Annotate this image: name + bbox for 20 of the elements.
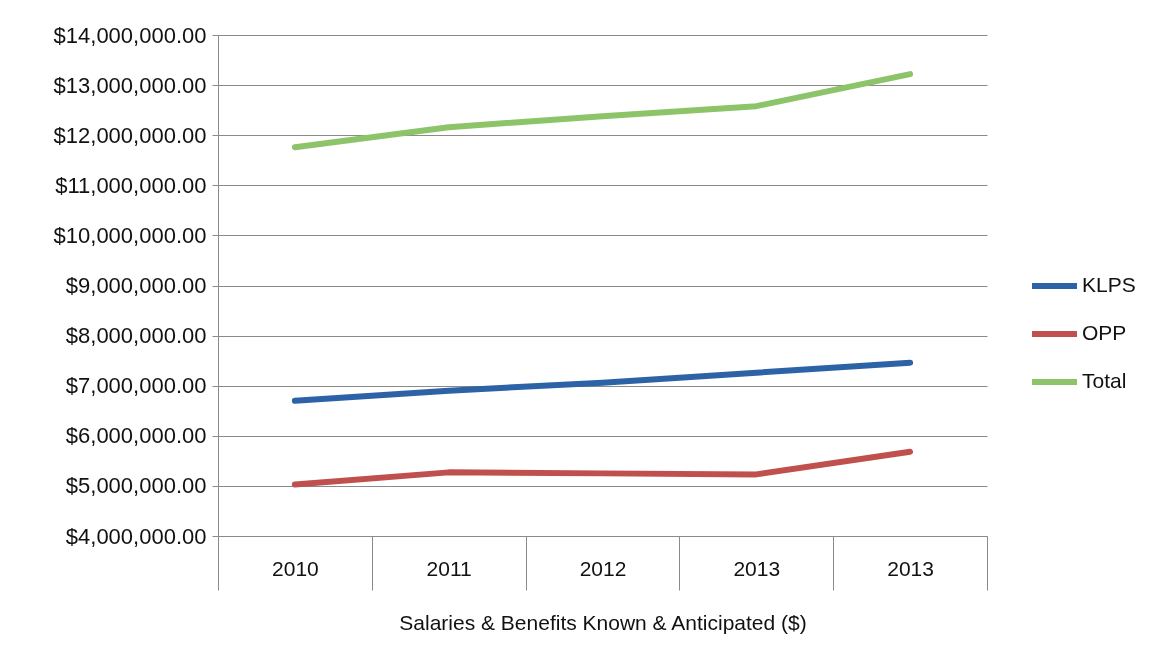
x-tick-label: 2012 [579, 556, 627, 580]
legend-label: KLPS [1082, 273, 1136, 296]
y-tick-label: $5,000,000.00 [65, 473, 207, 499]
y-tick-label: $6,000,000.00 [65, 423, 207, 449]
y-tick-label: $11,000,000.00 [55, 172, 207, 198]
x-tick-label: 2013 [733, 556, 781, 580]
y-tick-label: $13,000,000.00 [53, 72, 207, 98]
y-tick-label: $7,000,000.00 [65, 373, 207, 399]
x-tick-label: 2010 [272, 556, 319, 580]
y-tick-label: $14,000,000.00 [53, 22, 207, 48]
y-tick-label: $12,000,000.00 [53, 122, 207, 148]
y-tick-label: $9,000,000.00 [65, 273, 207, 298]
legend-label: OPP [1082, 321, 1127, 344]
legend-label: Total [1082, 369, 1127, 392]
y-tick-label: $10,000,000.00 [53, 222, 207, 248]
y-tick-label: $4,000,000.00 [65, 523, 207, 549]
x-axis-title: Salaries & Benefits Known & Anticipated ($) [399, 611, 807, 634]
x-tick-label: 2011 [426, 556, 472, 580]
y-tick-label: $8,000,000.00 [65, 323, 207, 349]
x-tick-label: 2013 [887, 556, 934, 580]
